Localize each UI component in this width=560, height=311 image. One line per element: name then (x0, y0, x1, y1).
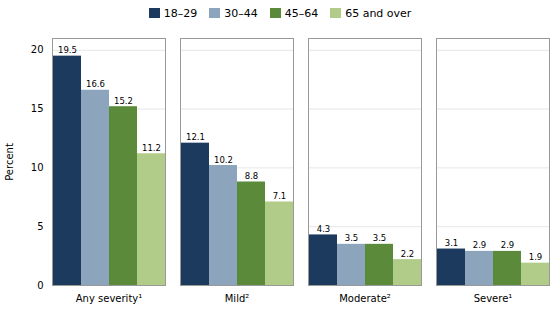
svg-text:5: 5 (37, 221, 43, 232)
svg-text:2.2: 2.2 (401, 249, 415, 259)
svg-text:11.2: 11.2 (142, 143, 161, 153)
svg-text:20: 20 (31, 44, 44, 55)
svg-text:7.1: 7.1 (273, 191, 287, 201)
svg-text:19.5: 19.5 (58, 45, 77, 55)
svg-text:4.3: 4.3 (317, 224, 331, 234)
svg-text:2.9: 2.9 (473, 240, 487, 250)
svg-text:1.9: 1.9 (529, 252, 543, 262)
html-text:18–29: 18–29 (163, 6, 198, 20)
svg-text:15: 15 (31, 103, 44, 114)
svg-text:12.1: 12.1 (186, 132, 205, 142)
svg-text:Percent: Percent (4, 143, 15, 181)
svg-text:15.2: 15.2 (114, 96, 133, 106)
svg-text:3.5: 3.5 (345, 233, 359, 243)
html-text:45–64: 45–64 (284, 6, 319, 20)
svg-text:Moderate²: Moderate² (339, 293, 391, 304)
svg-text:2.9: 2.9 (501, 240, 515, 250)
svg-text:8.8: 8.8 (245, 171, 259, 181)
svg-text:0: 0 (37, 280, 43, 291)
svg-text:10.2: 10.2 (214, 155, 233, 165)
svg-text:Any severity¹: Any severity¹ (76, 293, 142, 304)
svg-text:3.5: 3.5 (373, 233, 387, 243)
svg-text:3.1: 3.1 (445, 238, 459, 248)
html-text:30–44: 30–44 (224, 6, 258, 20)
html-text:65 and over: 65 and over (345, 6, 412, 20)
svg-text:10: 10 (31, 162, 44, 173)
svg-text:16.6: 16.6 (86, 79, 105, 89)
svg-text:Mild²: Mild² (225, 293, 250, 304)
svg-text:Severe¹: Severe¹ (474, 293, 513, 304)
